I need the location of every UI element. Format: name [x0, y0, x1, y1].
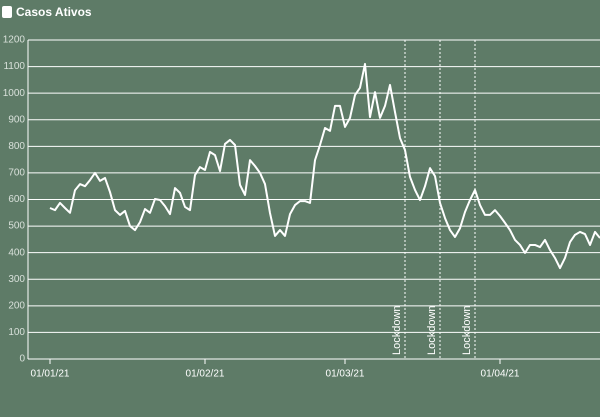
- x-tick-label: 01/01/21: [31, 369, 70, 380]
- y-tick-label: 500: [8, 221, 25, 232]
- y-tick-label: 1200: [3, 35, 26, 46]
- legend-swatch: [2, 6, 12, 18]
- y-tick-label: 0: [19, 354, 25, 365]
- y-tick-label: 600: [8, 194, 25, 205]
- y-tick-label: 700: [8, 168, 25, 179]
- y-tick-label: 400: [8, 247, 25, 258]
- annotation-label: Lockdown: [461, 305, 473, 355]
- x-tick-label: 01/03/21: [326, 369, 365, 380]
- annotation-label: Lockdown: [426, 305, 438, 355]
- y-tick-label: 900: [8, 114, 25, 125]
- x-tick-label: 01/02/21: [186, 369, 225, 380]
- y-tick-label: 100: [8, 327, 25, 338]
- legend-label: Casos Ativos: [16, 5, 92, 19]
- y-tick-label: 1100: [3, 61, 25, 72]
- y-tick-label: 300: [8, 274, 25, 285]
- y-tick-label: 200: [8, 300, 25, 311]
- y-tick-label: 1000: [3, 88, 26, 99]
- y-tick-label: 800: [8, 141, 25, 152]
- series-line: [49, 62, 600, 270]
- x-tick-label: 01/04/21: [481, 369, 520, 380]
- annotation-label: Lockdown: [391, 305, 403, 355]
